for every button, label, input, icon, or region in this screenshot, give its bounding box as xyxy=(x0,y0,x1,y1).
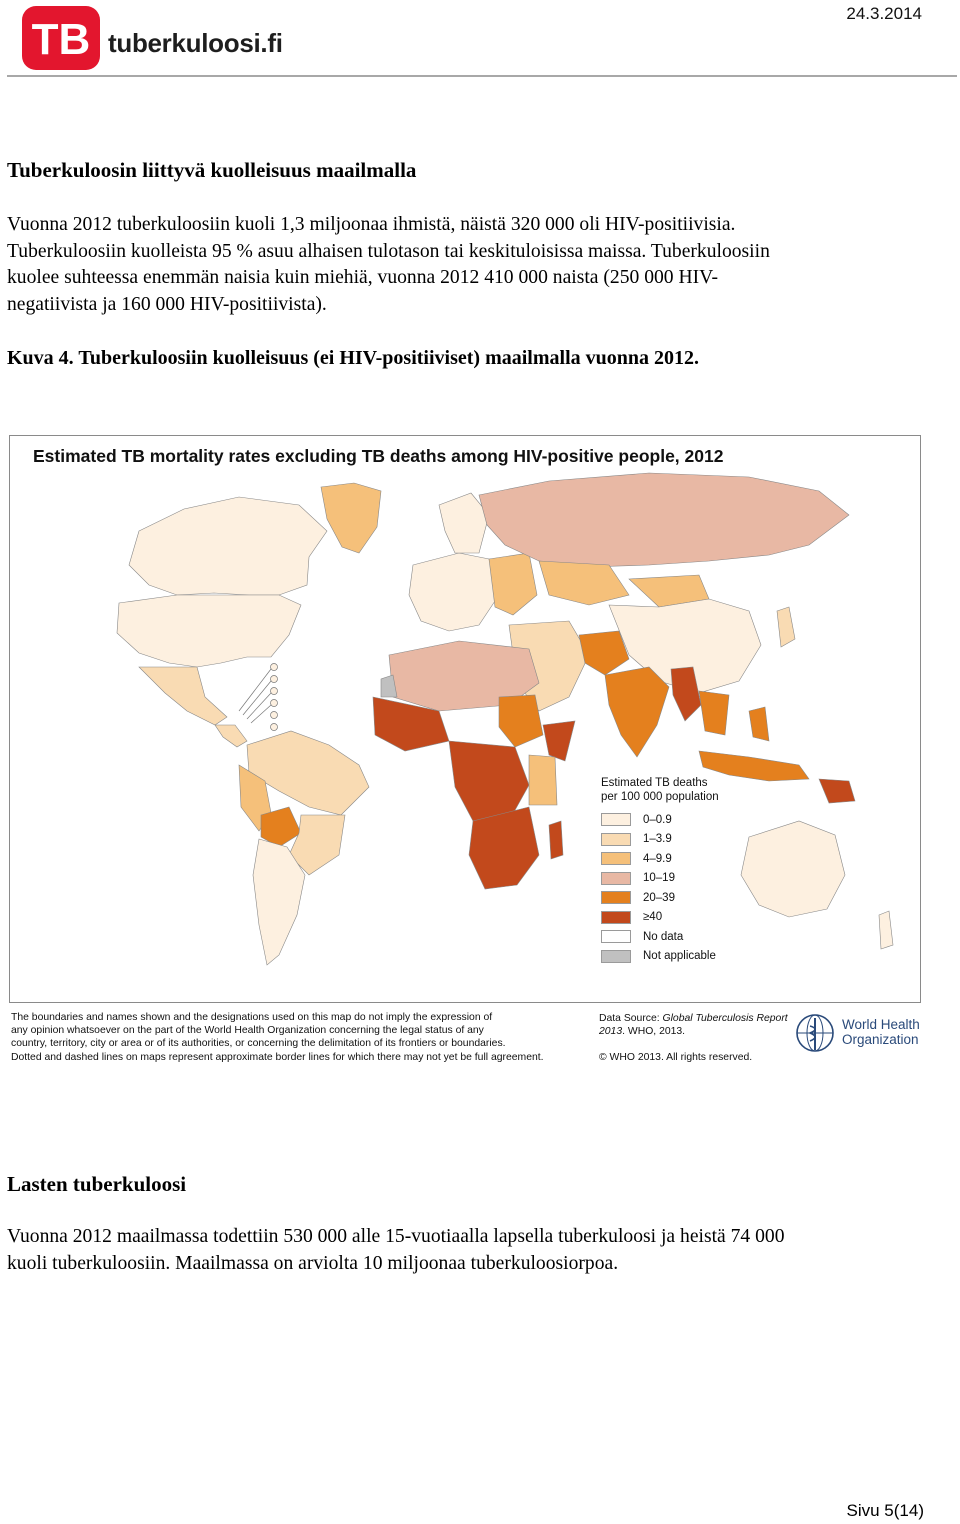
legend-label: 20–39 xyxy=(643,891,675,904)
disclaimer-line: The boundaries and names shown and the d… xyxy=(11,1012,493,1023)
legend-item: ≥40 xyxy=(601,908,721,928)
map-region-kazakhstan xyxy=(538,560,630,606)
legend-swatch xyxy=(601,930,631,944)
text-line: kuolee suhteessa enemmän naisia kuin mie… xyxy=(7,267,719,288)
legend-swatch xyxy=(601,832,631,846)
legend-item: Not applicable xyxy=(601,947,721,967)
map-region-southern-africa xyxy=(468,806,540,890)
paragraph-children: Vuonna 2012 maailmassa todettiin 530 000… xyxy=(7,1224,952,1277)
copyright-notice: © WHO 2013. All rights reserved. xyxy=(599,1052,753,1063)
legend-label: ≥40 xyxy=(643,911,663,924)
map-region-indonesia xyxy=(698,750,810,782)
map-legend: Estimated TB deaths per 100 000 populati… xyxy=(601,776,721,966)
disclaimer-line: Dotted and dashed lines on maps represen… xyxy=(11,1051,544,1063)
legend-label: 1–3.9 xyxy=(643,833,672,846)
map-region-europe-west xyxy=(408,552,500,632)
map-title: Estimated TB mortality rates excluding T… xyxy=(33,446,724,466)
legend-item: 20–39 xyxy=(601,888,721,908)
map-region-philippines xyxy=(748,706,770,742)
map-region-east-africa xyxy=(528,754,558,806)
legend-item: 0–0.9 xyxy=(601,810,721,830)
paragraph-mortality: Vuonna 2012 tuberkuloosiin kuoli 1,3 mil… xyxy=(7,212,952,318)
map-region-new-zealand xyxy=(878,910,894,950)
map-region-papua xyxy=(818,778,856,804)
disclaimer-line: country, territory, city or area or of i… xyxy=(11,1038,506,1050)
map-region-myanmar xyxy=(670,666,702,722)
map-region-japan xyxy=(776,606,796,648)
map-region-pakistan-afghanistan xyxy=(578,630,630,676)
map-region-indochina xyxy=(698,690,730,736)
map-disclaimer: The boundaries and names shown and the d… xyxy=(11,1011,601,1064)
map-region-scandinavia xyxy=(438,492,490,554)
legend-title: Estimated TB deaths per 100 000 populati… xyxy=(601,777,719,803)
map-region-greenland xyxy=(320,482,382,554)
section-title-mortality: Tuberkuloosin liittyvä kuolleisuus maail… xyxy=(7,158,417,182)
text-line: Vuonna 2012 maailmassa todettiin 530 000… xyxy=(7,1226,785,1247)
text-line: negatiivista ja 160 000 HIV-positiivista… xyxy=(7,293,327,315)
data-source: Data Source: Global Tuberculosis Report … xyxy=(599,1012,789,1038)
map-region-argentina-chile xyxy=(252,838,306,966)
map-region-eastern-europe xyxy=(488,552,538,616)
source-title: Global Tuberculosis Report 2013 xyxy=(599,1013,788,1038)
legend-swatch xyxy=(601,871,631,885)
legend-item: 10–19 xyxy=(601,869,721,889)
map-region-india xyxy=(604,666,670,758)
legend-item: 4–9.9 xyxy=(601,849,721,869)
logo-text: TB xyxy=(32,15,91,64)
map-region-mexico xyxy=(138,666,228,726)
map-region-bolivia xyxy=(260,806,302,848)
legend-item: No data xyxy=(601,927,721,947)
who-name: World Health Organization xyxy=(842,1017,920,1047)
map-region-central-africa xyxy=(448,740,530,822)
document-date: 24.3.2014 xyxy=(846,4,922,23)
map-region-brazil-south xyxy=(288,814,346,876)
legend-label: 4–9.9 xyxy=(643,852,672,865)
map-region-horn-of-africa xyxy=(542,720,576,762)
map-region-central-america xyxy=(214,724,248,748)
legend-swatch xyxy=(601,813,631,827)
map-region-russia xyxy=(478,472,850,568)
header-divider xyxy=(7,75,957,77)
legend-label: 10–19 xyxy=(643,872,675,885)
site-logo[interactable]: TB tuberkuloosi.fi xyxy=(22,6,322,70)
world-map: Estimated TB mortality rates excluding T… xyxy=(33,446,894,966)
map-region-australia xyxy=(740,820,846,918)
legend-label: Not applicable xyxy=(643,950,716,963)
legend-swatch xyxy=(601,910,631,924)
legend-swatch xyxy=(601,891,631,905)
map-region-north-africa xyxy=(388,640,540,712)
site-brand: tuberkuloosi.fi xyxy=(108,28,283,58)
legend-item: 1–3.9 xyxy=(601,830,721,850)
source-rest: . WHO, 2013. xyxy=(622,1026,686,1038)
text-line: Vuonna 2012 tuberkuloosiin kuoli 1,3 mil… xyxy=(7,214,736,235)
section-title-children: Lasten tuberkuloosi xyxy=(7,1172,187,1196)
map-region-canada-alaska xyxy=(128,496,328,596)
legend-label: No data xyxy=(643,930,684,943)
who-emblem-icon xyxy=(796,1014,834,1052)
small-territories-callouts xyxy=(238,663,278,731)
map-region-sudan xyxy=(498,694,544,748)
tb-mortality-map-figure: Estimated TB mortality rates excluding T… xyxy=(9,435,921,1070)
map-region-madagascar xyxy=(548,820,564,860)
map-region-usa xyxy=(116,594,302,668)
legend-swatch xyxy=(601,852,631,866)
map-region-west-africa xyxy=(372,696,450,752)
tb-logo-icon: TB xyxy=(22,6,100,70)
map-region-western-sahara xyxy=(380,674,398,698)
source-label: Data Source: xyxy=(599,1013,663,1024)
who-logo: World Health Organization xyxy=(793,1012,923,1054)
legend-swatch xyxy=(601,949,631,963)
legend-label: 0–0.9 xyxy=(643,813,672,826)
disclaimer-line: any opinion whatsoever on the part of th… xyxy=(11,1025,484,1037)
text-line: Tuberkuloosiin kuolleista 95 % asuu alha… xyxy=(7,240,770,262)
page-number: Sivu 5(14) xyxy=(846,1501,924,1520)
figure-caption: Kuva 4. Tuberkuloosiin kuolleisuus (ei H… xyxy=(7,347,699,369)
text-line: kuoli tuberkuloosiin. Maailmassa on arvi… xyxy=(7,1252,619,1274)
